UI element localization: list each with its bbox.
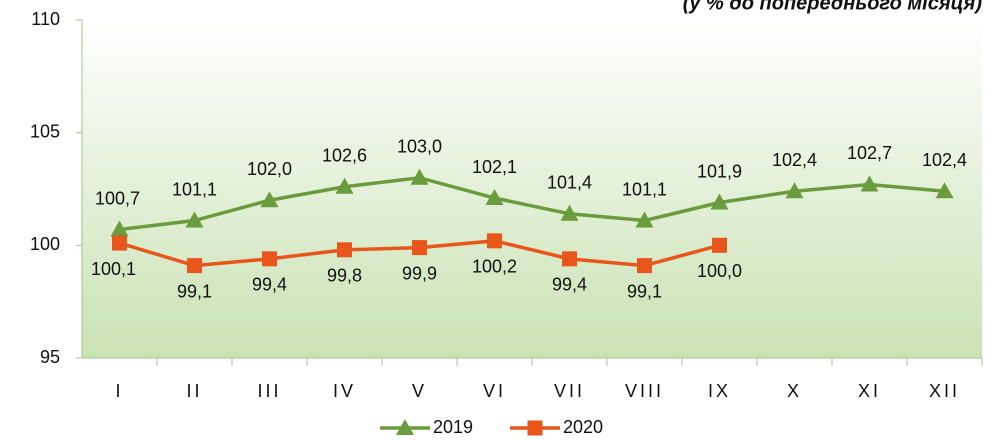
data-label: 100,0	[697, 261, 742, 281]
x-tick-label: XI	[858, 381, 881, 401]
point	[262, 251, 277, 267]
x-tick-label: VI	[483, 381, 506, 401]
y-tick-label: 110	[31, 9, 60, 29]
y-tick-label: 95	[40, 347, 60, 367]
point	[635, 211, 654, 228]
x-tick-label: VII	[554, 381, 585, 401]
data-label: 102,7	[847, 143, 892, 163]
data-label: 101,1	[172, 179, 217, 199]
point	[710, 193, 729, 210]
data-label: 102,6	[322, 145, 367, 165]
point	[637, 258, 652, 274]
point	[562, 251, 577, 267]
chart-title: (у % до попереднього місяця)	[683, 0, 983, 14]
y-tick-label: 100	[30, 234, 60, 254]
data-label: 100,2	[472, 257, 517, 277]
x-tick-label: VIII	[625, 381, 664, 401]
point	[412, 240, 427, 256]
data-label: 102,4	[922, 150, 967, 170]
x-tick-label: IV	[333, 381, 356, 401]
legend-label: 2019	[433, 417, 473, 437]
x-tick-label: II	[186, 381, 202, 401]
data-label: 101,1	[622, 179, 667, 199]
point	[935, 182, 954, 199]
data-label: 99,4	[252, 275, 287, 295]
data-label: 99,9	[402, 263, 437, 283]
x-tick-label: IX	[708, 381, 731, 401]
point	[337, 242, 352, 258]
x-tick-label: III	[257, 381, 281, 401]
data-label: 99,1	[627, 281, 662, 301]
point	[785, 182, 804, 199]
data-label: 101,9	[697, 161, 742, 181]
point	[396, 419, 414, 435]
point	[110, 220, 129, 237]
data-label: 99,1	[177, 281, 212, 301]
point	[487, 233, 502, 249]
data-label: 99,4	[552, 275, 587, 295]
point	[560, 204, 579, 221]
y-tick-label: 105	[30, 121, 60, 141]
data-label: 100,1	[91, 259, 136, 279]
x-tick-label: I	[115, 381, 123, 401]
point	[860, 175, 879, 192]
data-label: 102,1	[472, 157, 517, 177]
series-line	[119, 175, 945, 232]
legend-label: 2020	[563, 417, 603, 437]
point	[712, 237, 727, 253]
point	[260, 191, 279, 208]
data-label: 102,4	[772, 150, 817, 170]
x-tick-label: XII	[929, 381, 960, 401]
point	[335, 177, 354, 194]
point	[187, 258, 202, 274]
point	[185, 211, 204, 228]
data-label: 102,0	[247, 159, 292, 179]
data-label: 103,0	[397, 136, 442, 156]
x-tick-label: V	[412, 381, 427, 401]
point	[112, 235, 127, 251]
data-label: 100,7	[95, 188, 140, 208]
point	[410, 168, 429, 185]
point	[485, 189, 504, 206]
data-label: 101,4	[547, 173, 592, 193]
data-label: 99,8	[327, 266, 362, 286]
point	[527, 420, 543, 436]
x-tick-label: X	[787, 381, 802, 401]
